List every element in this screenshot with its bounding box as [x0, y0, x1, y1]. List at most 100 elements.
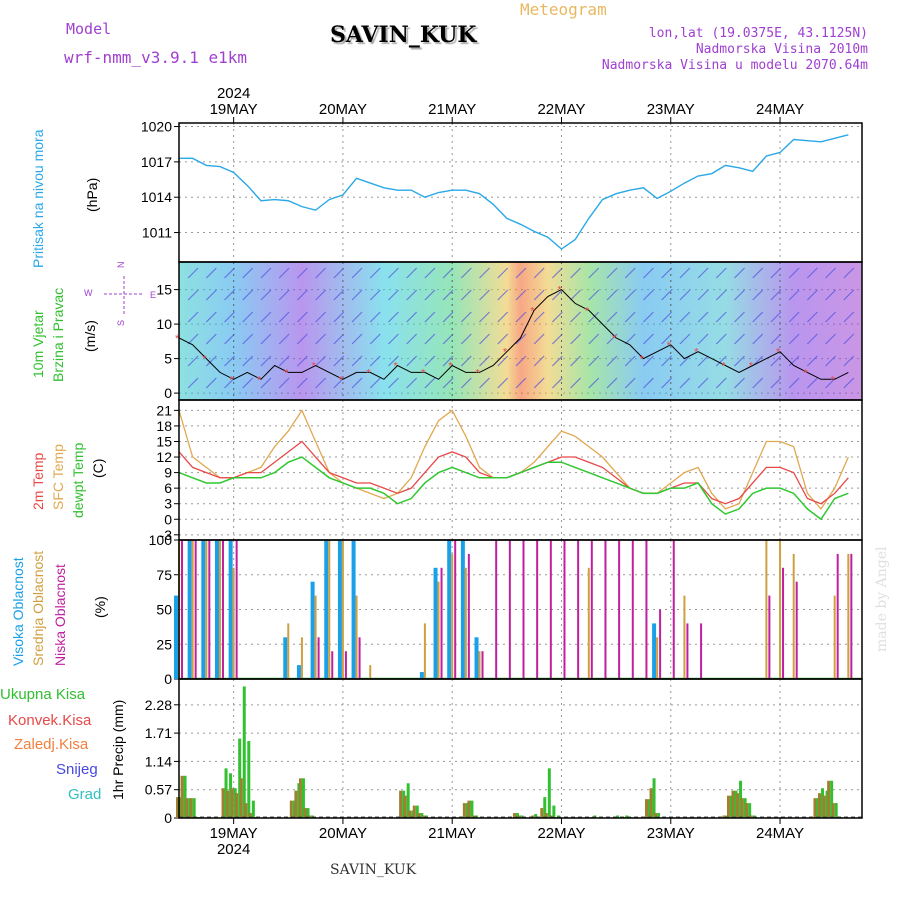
wind-barb — [388, 355, 399, 367]
precip-conv-bar — [722, 815, 726, 818]
precip-total-bar — [743, 798, 747, 818]
wind-barb — [533, 267, 545, 279]
wind-barb — [788, 333, 800, 345]
wind-barb — [333, 355, 345, 367]
wind-barb — [260, 267, 272, 279]
wind-barb — [515, 333, 527, 345]
wind-barb — [588, 289, 600, 301]
precip-total-bar — [825, 790, 829, 818]
wind-barb — [442, 289, 454, 301]
wind-barb — [351, 377, 363, 389]
wind-barb — [551, 333, 563, 345]
low-cloud-bar — [768, 595, 771, 679]
wind-barb — [752, 333, 764, 345]
precip-conv-bar — [726, 795, 730, 818]
wind-barb — [806, 333, 818, 345]
wind-barb — [770, 355, 782, 367]
high-cloud-bar — [283, 637, 288, 679]
y-tick-label: 18 — [156, 418, 172, 434]
wind-barb — [715, 289, 727, 301]
mid-cloud-bar — [587, 567, 590, 679]
wind-barb — [187, 377, 199, 389]
wind-gust-marker: * — [448, 361, 453, 373]
precip-total-bar — [297, 783, 301, 818]
mid-cloud-bar — [314, 595, 317, 679]
wind-barb — [788, 267, 800, 279]
wind-barb — [734, 333, 745, 345]
wind-barb — [460, 333, 472, 345]
high-cloud-bar — [351, 540, 356, 679]
precip-total-bar — [224, 768, 228, 818]
wind-barb — [551, 289, 563, 301]
wind-barb — [661, 377, 673, 389]
precip-total-bar — [652, 778, 656, 818]
wind-barb — [715, 355, 727, 367]
wind-barb — [406, 289, 418, 301]
y-tick-label: 10 — [156, 316, 172, 332]
wind-barb — [260, 289, 272, 301]
precip-total-bar — [242, 686, 246, 818]
wind-barb — [770, 289, 782, 301]
wind-barb — [697, 311, 709, 323]
precip-total-bar — [657, 813, 661, 818]
wind-gust-marker: * — [230, 374, 235, 386]
wind-barb — [333, 289, 345, 301]
wind-barb — [770, 333, 782, 345]
wind-barb — [843, 355, 855, 367]
low-cloud-bar — [522, 540, 525, 679]
wind-barb — [479, 377, 490, 389]
wind-barb — [315, 267, 327, 279]
high-cloud-bar — [310, 581, 315, 679]
low-cloud-bar — [590, 540, 593, 679]
wind-gust-marker: * — [476, 367, 481, 379]
wind-barb — [479, 289, 490, 301]
wind-barb — [260, 355, 272, 367]
wind-barb — [187, 311, 199, 323]
wind-barb — [533, 311, 545, 323]
wind-barb — [643, 289, 654, 301]
wind-barb — [479, 311, 490, 323]
wind-barb — [679, 377, 691, 389]
precip-conv-bar — [740, 798, 744, 818]
wind-barb — [296, 267, 308, 279]
x-tick-label-bottom: 22MAY — [537, 825, 585, 842]
mid-cloud-bar — [833, 595, 836, 679]
wind-barb — [369, 267, 381, 279]
wind-barb — [806, 289, 818, 301]
wind-barb — [369, 289, 381, 301]
wind-barb — [278, 289, 290, 301]
wind-barb — [570, 311, 582, 323]
mid-cloud-bar — [341, 540, 344, 679]
wind-barb — [479, 355, 490, 367]
precip-conv-bar — [649, 788, 653, 818]
y-tick-label: 1014 — [141, 189, 172, 205]
mid-cloud-bar — [287, 623, 290, 679]
precip-conv-bar — [731, 790, 735, 818]
precip-conv-bar — [185, 798, 189, 818]
wind-legend-e: E — [150, 290, 156, 300]
wind-barb — [296, 377, 308, 389]
y-tick-label: 1017 — [141, 154, 172, 170]
precip-total-bar — [292, 800, 296, 818]
precip-conv-bar — [239, 778, 243, 818]
precip-total-bar — [834, 803, 838, 818]
y-tick-label: 0.57 — [145, 782, 172, 798]
wind-barb — [260, 311, 272, 323]
wind-barb — [351, 355, 363, 367]
wind-barb — [515, 355, 527, 367]
wind-barb — [624, 289, 636, 301]
wind-gust-marker: * — [639, 354, 644, 366]
wind-barb — [588, 377, 600, 389]
wind-gust-marker: * — [421, 367, 426, 379]
wind-barb — [479, 267, 490, 279]
precip-conv-bar — [421, 815, 425, 818]
precip-conv-bar — [467, 800, 471, 818]
wind-barb — [533, 333, 545, 345]
precip-total-bar — [411, 810, 415, 818]
dewpt-line — [178, 456, 849, 521]
precip-conv-bar — [248, 813, 252, 818]
wind-legend-s: S — [116, 320, 126, 326]
wind-barb — [205, 355, 217, 367]
mid-cloud-bar — [232, 567, 235, 679]
x-tick-label-bottom: 20MAY — [319, 825, 367, 842]
